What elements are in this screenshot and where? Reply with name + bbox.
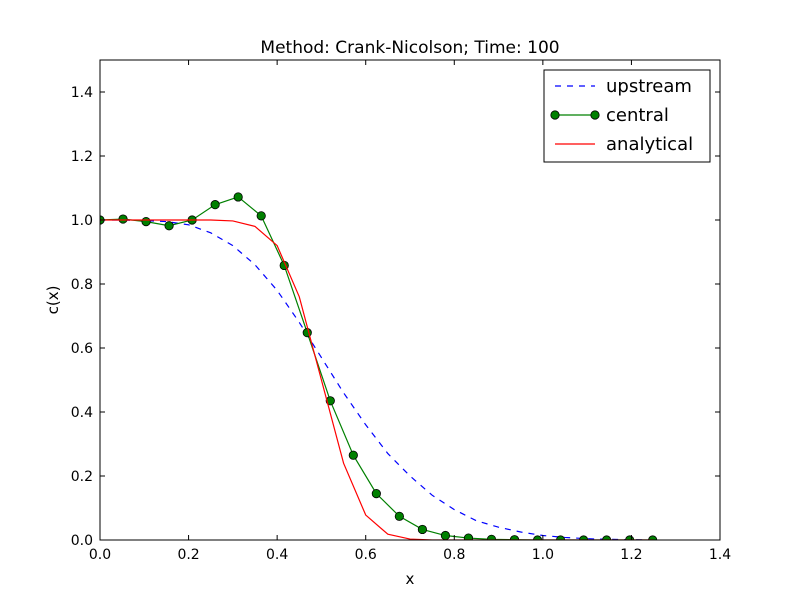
plot-frame [99,59,721,541]
data-point-central [164,221,174,231]
data-point-central [463,533,474,540]
data-point-central [210,200,220,210]
legend: upstream central analytical [543,69,711,163]
data-point-central [348,450,358,460]
y-tick-label: 0.0 [71,533,93,549]
y-tick-label: 0.4 [71,405,93,421]
axis-ticks: 0.0 0.2 0.4 0.6 0.8 1.0 1.2 1.4 0.0 0.2 0.4 0.6 0.8 1… [71,60,731,563]
legend-label-upstream: upstream [606,76,692,97]
y-axis-label: c(x) [44,286,62,315]
data-point-central [440,530,451,540]
y-tick-label: 1.0 [71,213,93,229]
x-tick-label: 1.2 [620,547,642,563]
data-point-central [325,396,335,406]
data-point-central [371,488,381,499]
data-point-central [256,211,266,221]
series-line-central [100,196,653,540]
legend-box [543,69,711,163]
legend-marker-central [590,110,600,120]
legend-label-analytical: analytical [606,134,693,155]
y-tick-label: 0.2 [71,469,93,485]
x-tick-label: 0.4 [266,547,288,563]
y-tick-label: 1.4 [71,85,93,101]
x-tick-label: 0.6 [355,547,377,563]
data-point-central [417,524,427,535]
chart-title: Method: Crank-Nicolson; Time: 100 [260,38,559,58]
x-tick-label: 1.4 [709,547,731,563]
y-tick-label: 1.2 [71,149,93,165]
y-tick-label: 0.8 [71,277,93,293]
legend-marker-central [550,110,560,120]
data-point-central [233,192,243,202]
legend-label-central: central [606,105,669,126]
x-tick-label: 0.2 [177,547,199,563]
series-line-analytical [100,219,654,540]
x-tick-label: 0.8 [443,547,465,563]
data-point-central [118,214,128,224]
data-point-central [486,534,497,540]
plot-area [100,192,658,540]
y-tick-label: 0.6 [71,341,93,357]
x-tick-label: 1.0 [532,547,554,563]
data-point-central [394,511,404,521]
x-tick-label: 0.0 [89,547,111,563]
x-axis-label: x [406,570,415,588]
data-point-central [141,217,151,227]
